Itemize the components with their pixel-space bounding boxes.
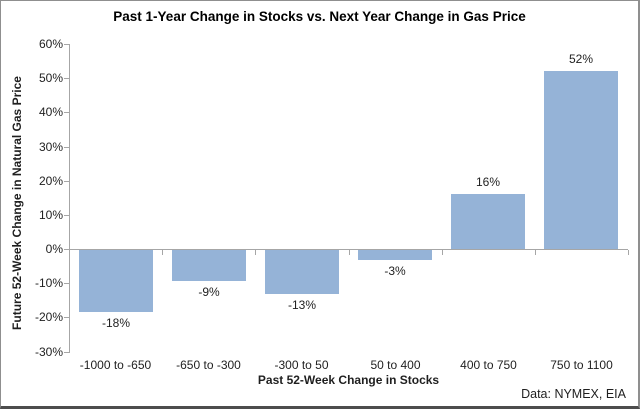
y-tick-label: 60% <box>38 37 63 51</box>
x-category-label: 50 to 400 <box>370 358 421 372</box>
bar--650 to -300 <box>172 250 246 281</box>
bar-value-label: -18% <box>101 316 130 330</box>
bar-value-label: -3% <box>384 264 406 278</box>
chart-title: Past 1-Year Change in Stocks vs. Next Ye… <box>113 9 526 24</box>
x-category-label: -1000 to -650 <box>79 358 152 372</box>
x-category-label: 750 to 1100 <box>550 358 613 372</box>
y-tick-label: -10% <box>34 276 63 290</box>
y-tick-mark <box>64 249 69 250</box>
bar-value-label: 16% <box>475 175 501 189</box>
bar-value-label: -9% <box>198 285 220 299</box>
y-tick-mark <box>64 317 69 318</box>
y-tick-label: 30% <box>38 140 63 154</box>
y-tick-mark <box>64 181 69 182</box>
y-axis-line <box>69 44 70 353</box>
bar--300 to 50 <box>265 250 339 294</box>
y-tick-label: 20% <box>38 174 63 188</box>
y-tick-label: 0% <box>45 242 63 256</box>
y-tick-mark <box>64 283 69 284</box>
data-source-note: Data: NYMEX, EIA <box>521 387 626 401</box>
bar-50 to 400 <box>358 250 432 260</box>
x-tick-mark <box>162 250 163 255</box>
x-axis-title: Past 52-Week Change in Stocks <box>257 373 440 387</box>
y-tick-mark <box>64 352 69 353</box>
bar-value-label: -13% <box>287 298 316 312</box>
y-tick-label: 40% <box>38 105 63 119</box>
x-category-label: 400 to 750 <box>460 358 517 372</box>
x-tick-mark <box>442 250 443 255</box>
y-tick-mark <box>64 44 69 45</box>
x-tick-mark <box>628 250 629 255</box>
y-tick-mark <box>64 215 69 216</box>
x-tick-mark <box>69 250 70 255</box>
x-tick-mark <box>535 250 536 255</box>
x-tick-mark <box>255 250 256 255</box>
x-category-label: -650 to -300 <box>176 358 241 372</box>
y-tick-mark <box>64 78 69 79</box>
x-tick-mark <box>349 250 350 255</box>
x-axis-line <box>69 249 628 250</box>
y-tick-mark <box>64 147 69 148</box>
y-tick-label: -30% <box>34 345 63 359</box>
y-tick-label: 10% <box>38 208 63 222</box>
y-tick-mark <box>64 112 69 113</box>
bar-750 to 1100 <box>544 71 618 249</box>
x-category-label: -300 to 50 <box>274 358 329 372</box>
bar--1000 to -650 <box>79 250 153 312</box>
bar-value-label: 52% <box>568 52 594 66</box>
y-tick-label: 50% <box>38 71 63 85</box>
y-tick-label: -20% <box>34 310 63 324</box>
bar-400 to 750 <box>451 194 525 249</box>
